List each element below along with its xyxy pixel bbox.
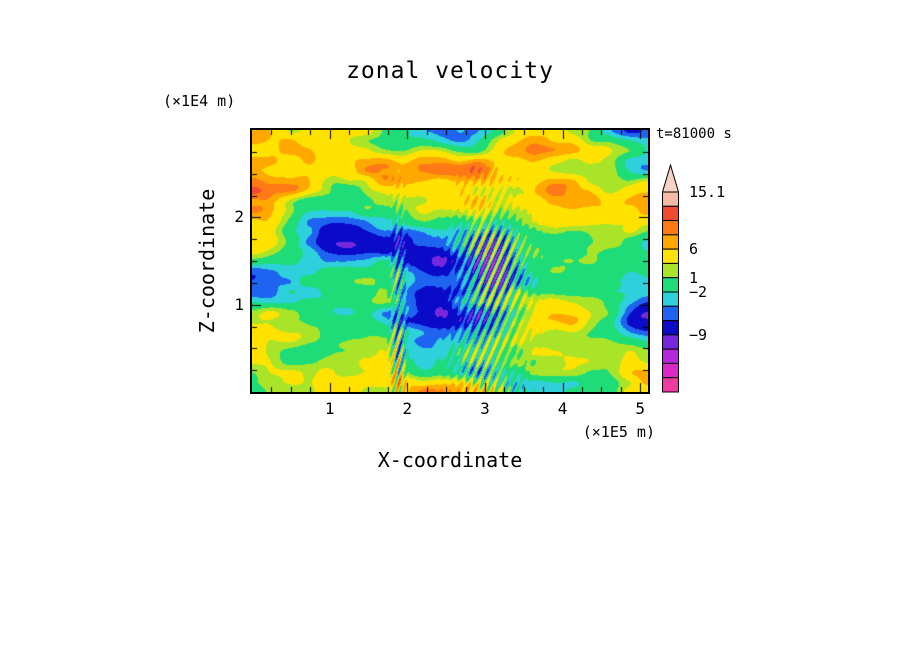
colorbar-tick-label: 15.1 xyxy=(689,183,726,201)
timestamp-label: t=81000 s xyxy=(656,126,732,142)
colorbar-tick-label: 1 xyxy=(689,268,699,287)
colorbar-box xyxy=(662,305,679,322)
x-tick-label: 1 xyxy=(324,399,335,418)
x-axis-title: X-coordinate xyxy=(377,448,523,472)
colorbar-tick-label: −2 xyxy=(689,283,708,301)
y-tick-label: 1 xyxy=(234,294,244,314)
x-axis-units: (×1E5 m) xyxy=(582,423,655,441)
x-tick-label: 2 xyxy=(402,399,413,418)
colorbar-box xyxy=(662,248,679,264)
x-tick-label: 4 xyxy=(557,399,568,418)
colorbar-tick-label: −9 xyxy=(689,325,708,344)
colorbar xyxy=(661,164,680,393)
colorbar-box xyxy=(662,220,679,236)
colorbar-labels: 15.1 6 1 −2 −9 xyxy=(689,164,749,404)
y-axis-units: (×1E4 m) xyxy=(163,92,236,110)
colorbar-box xyxy=(662,262,679,279)
x-tick-label: 5 xyxy=(635,399,646,418)
colorbar-box xyxy=(662,320,679,336)
colorbar-box xyxy=(662,334,679,350)
colorbar-box xyxy=(662,291,679,307)
x-tick-labels: 1 2 3 4 5 xyxy=(252,399,648,419)
chart-title: zonal velocity xyxy=(346,58,554,84)
colorbar-tick-label: 6 xyxy=(689,240,699,259)
colorbar-box xyxy=(662,234,679,250)
colorbar-box xyxy=(662,191,679,207)
colorbar-arrow xyxy=(661,164,680,193)
colorbar-box xyxy=(662,205,679,222)
colorbar-box xyxy=(662,348,679,364)
y-tick-label: 2 xyxy=(234,207,244,227)
plot-frame xyxy=(250,128,650,394)
colorbar-box xyxy=(662,377,679,393)
x-tick-label: 3 xyxy=(480,399,490,418)
colorbar-box xyxy=(662,277,679,293)
colorbar-box xyxy=(662,362,679,379)
plot-canvas xyxy=(252,130,648,392)
